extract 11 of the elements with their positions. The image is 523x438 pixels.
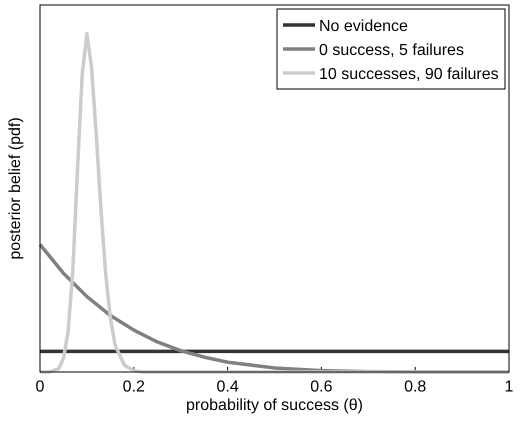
- x-tick-label: 0.6: [310, 378, 333, 396]
- x-tick-label: 0.8: [404, 378, 426, 396]
- y-axis-title: posterior belief (pdf): [7, 117, 24, 260]
- x-axis-title: probability of success (θ): [186, 397, 363, 414]
- legend-label: 10 successes, 90 failures: [319, 66, 499, 83]
- x-tick-label: 0: [36, 378, 45, 396]
- x-tick-label: 0.2: [122, 378, 146, 396]
- legend-label: No evidence: [319, 18, 408, 35]
- legend-label: 0 success, 5 failures: [319, 42, 464, 59]
- x-tick-label: 1: [504, 378, 514, 396]
- x-tick-label: 0.4: [216, 378, 239, 396]
